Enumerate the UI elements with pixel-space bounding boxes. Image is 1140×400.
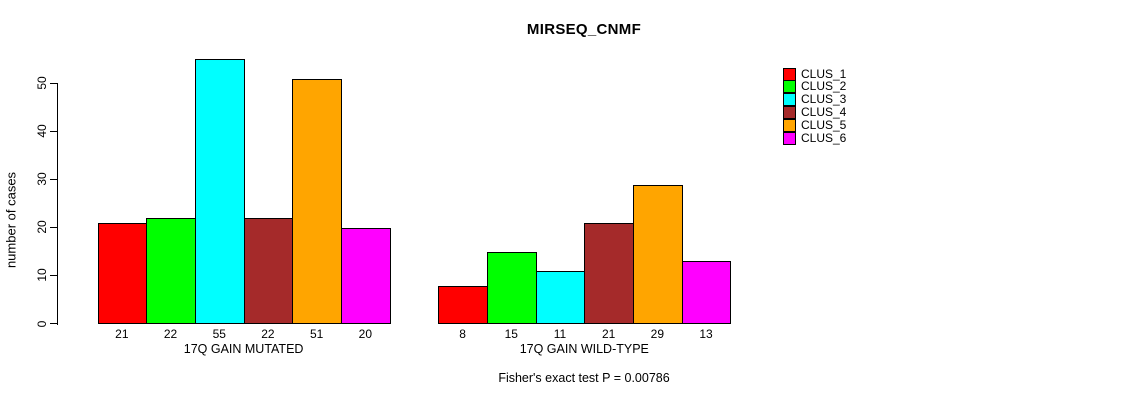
legend-item-label: CLUS_5 [801,118,847,133]
legend-item: CLUS_3 [783,92,847,107]
legend-item: CLUS_6 [783,132,846,145]
legend-item: CLUS_1 [783,66,847,81]
legend-color-swatch [783,80,796,94]
x-axis-group-label: 17Q GAIN MUTATED [183,342,304,356]
bar [486,251,537,324]
y-axis-tick-label: 30 [35,172,49,186]
bar-value-label: 22 [261,327,275,341]
bar-value-label: 22 [163,327,178,341]
bar-value-label: 55 [212,327,226,341]
x-axis-group-label: 17Q GAIN WILD-TYPE [519,342,649,356]
legend-item-label: CLUS_3 [801,92,847,107]
y-axis-tick [50,226,57,228]
bar-value-label: 21 [115,327,129,341]
y-axis-tick [50,274,57,276]
legend-color-swatch [783,119,796,133]
legend-item-label: CLUS_1 [801,66,847,81]
y-axis-line [57,83,58,325]
bar [633,184,683,324]
bar-value-label: 21 [601,327,616,341]
y-axis-tick [50,82,57,84]
bar [97,222,148,324]
bar [243,218,294,324]
bar-value-label: 13 [699,327,713,341]
y-axis-tick-label: 50 [35,76,49,90]
legend-item: CLUS_4 [783,105,847,120]
bar [535,271,586,324]
y-axis-tick-label: 10 [35,268,49,283]
bar [194,59,245,324]
y-axis-tick [50,323,57,324]
bar-value-label: 20 [358,327,373,341]
legend-color-swatch [783,106,796,120]
y-axis-label: number of cases [3,171,19,269]
legend-item-label: CLUS_2 [801,79,847,94]
legend-item-label: CLUS_6 [801,131,847,145]
bar-value-label: 8 [459,327,466,341]
y-axis-tick [50,130,57,132]
fisher-test-annotation: Fisher's exact test P = 0.00786 [498,371,670,385]
legend-color-swatch [783,93,796,107]
bar-value-label: 29 [650,327,665,341]
bar [584,222,634,324]
legend-item: CLUS_2 [783,79,847,94]
bar [438,285,488,324]
y-axis-tick [50,178,57,180]
bar-value-label: 15 [504,327,518,341]
bar [292,78,342,324]
legend-color-swatch [783,132,796,145]
y-axis-tick-label: 20 [35,220,49,234]
chart-title: MIRSEQ_CNMF [526,21,642,38]
bar [146,218,196,324]
bar-value-label: 51 [309,327,324,341]
legend-item: CLUS_5 [783,118,847,133]
bar [681,261,732,324]
bar [341,227,391,324]
y-axis-tick-label: 40 [35,124,49,138]
y-axis-tick-label: 0 [35,320,49,327]
legend-color-swatch [783,67,796,81]
legend-item-label: CLUS_4 [801,105,847,120]
bar-value-label: 11 [553,327,567,341]
